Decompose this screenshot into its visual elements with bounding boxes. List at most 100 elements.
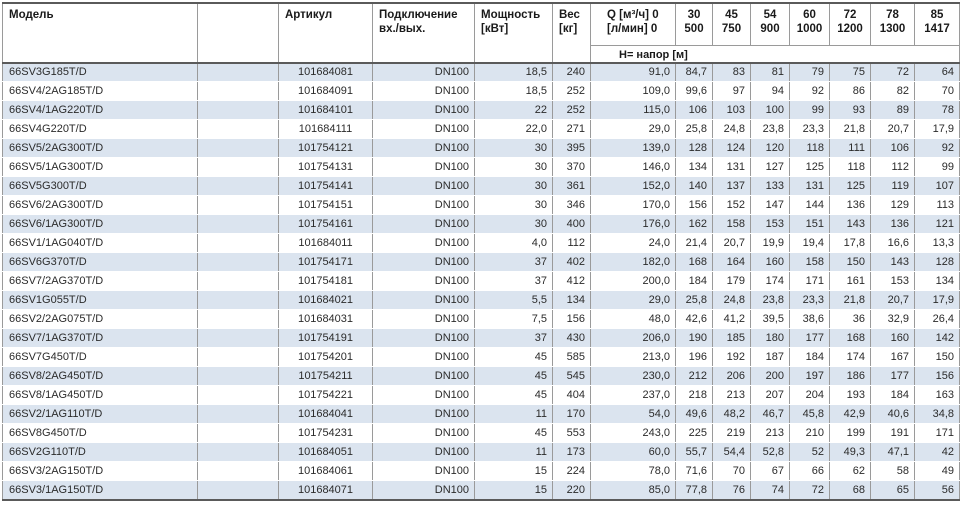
head-value-cell: 187 — [750, 347, 790, 367]
empty-cell — [197, 138, 279, 158]
table-row: 66SV2/2AG075T/D 101684031 DN100 7,5 156 48,0 4… — [2, 309, 960, 329]
head-value-cell: 219 — [712, 423, 751, 443]
power-cell: 30 — [474, 157, 553, 177]
head-value-cell: 213,0 — [590, 347, 676, 367]
head-value-cell: 54,0 — [590, 404, 676, 424]
article-cell: 101684011 — [278, 233, 373, 253]
model-cell: 66SV1G055T/D — [2, 290, 198, 310]
col-header-flow-85: 85 1417 — [914, 2, 960, 46]
head-value-cell: 176,0 — [590, 214, 676, 234]
table-row: 66SV4/2AG185T/D 101684091 DN100 18,5 252 109,… — [2, 81, 960, 101]
head-value-cell: 164 — [712, 252, 751, 272]
connection-cell: DN100 — [372, 442, 475, 462]
head-value-cell: 47,1 — [870, 442, 915, 462]
power-cell: 4,0 — [474, 233, 553, 253]
head-value-cell: 225 — [675, 423, 713, 443]
head-value-cell: 19,4 — [789, 233, 830, 253]
head-value-cell: 153 — [750, 214, 790, 234]
head-value-cell: 168 — [829, 328, 871, 348]
head-value-cell: 42 — [914, 442, 960, 462]
head-value-cell: 171 — [914, 423, 960, 443]
head-value-cell: 213 — [750, 423, 790, 443]
head-value-cell: 79 — [789, 62, 830, 82]
weight-cell: 170 — [552, 404, 591, 424]
table-row: 66SV5/2AG300T/D 101754121 DN100 30 395 139,0 1… — [2, 138, 960, 158]
connection-cell: DN100 — [372, 347, 475, 367]
head-value-cell: 86 — [829, 81, 871, 101]
table-row: 66SV6/2AG300T/D 101754151 DN100 30 346 170,0 1… — [2, 195, 960, 215]
head-value-cell: 125 — [829, 176, 871, 196]
head-value-cell: 76 — [712, 480, 751, 501]
head-value-cell: 23,3 — [789, 119, 830, 139]
head-value-cell: 48,0 — [590, 309, 676, 329]
head-value-cell: 184 — [789, 347, 830, 367]
head-value-cell: 99 — [914, 157, 960, 177]
head-value-cell: 162 — [675, 214, 713, 234]
article-cell: 101684091 — [278, 81, 373, 101]
head-value-cell: 212 — [675, 366, 713, 386]
head-value-cell: 112 — [870, 157, 915, 177]
connection-cell: DN100 — [372, 328, 475, 348]
head-value-cell: 68 — [829, 480, 871, 501]
empty-cell — [197, 328, 279, 348]
head-value-cell: 54,4 — [712, 442, 751, 462]
power-cell: 5,5 — [474, 290, 553, 310]
weight-cell: 430 — [552, 328, 591, 348]
col-header-empty — [197, 2, 279, 64]
head-value-cell: 134 — [914, 271, 960, 291]
head-value-cell: 186 — [829, 366, 871, 386]
head-value-cell: 78,0 — [590, 461, 676, 481]
model-cell: 66SV1/1AG040T/D — [2, 233, 198, 253]
head-value-cell: 113 — [914, 195, 960, 215]
article-cell: 101754151 — [278, 195, 373, 215]
head-value-cell: 150 — [914, 347, 960, 367]
empty-cell — [197, 347, 279, 367]
empty-cell — [197, 195, 279, 215]
connection-cell: DN100 — [372, 233, 475, 253]
head-value-cell: 20,7 — [870, 119, 915, 139]
article-cell: 101684111 — [278, 119, 373, 139]
head-value-cell: 106 — [675, 100, 713, 120]
head-value-cell: 133 — [750, 176, 790, 196]
connection-cell: DN100 — [372, 214, 475, 234]
head-value-cell: 103 — [712, 100, 751, 120]
weight-cell: 395 — [552, 138, 591, 158]
head-value-cell: 77,8 — [675, 480, 713, 501]
head-value-cell: 71,6 — [675, 461, 713, 481]
flow-m3h: 45 — [725, 9, 738, 21]
model-cell: 66SV4/1AG220T/D — [2, 100, 198, 120]
connection-cell: DN100 — [372, 461, 475, 481]
table-row: 66SV6/1AG300T/D 101754161 DN100 30 400 176,0 1… — [2, 214, 960, 234]
table-row: 66SV7/2AG370T/D 101754181 DN100 37 412 200,0 1… — [2, 271, 960, 291]
head-value-cell: 106 — [870, 138, 915, 158]
table-row: 66SV1G055T/D 101684021 DN100 5,5 134 29,0 25,8… — [2, 290, 960, 310]
head-value-cell: 25,8 — [675, 119, 713, 139]
head-value-cell: 93 — [829, 100, 871, 120]
empty-cell — [197, 366, 279, 386]
head-value-cell: 52,8 — [750, 442, 790, 462]
head-value-cell: 66 — [789, 461, 830, 481]
head-value-cell: 118 — [829, 157, 871, 177]
connection-cell: DN100 — [372, 100, 475, 120]
head-value-cell: 89 — [870, 100, 915, 120]
model-cell: 66SV2/2AG075T/D — [2, 309, 198, 329]
empty-cell — [197, 62, 279, 82]
head-value-cell: 83 — [712, 62, 751, 82]
head-value-cell: 78 — [914, 100, 960, 120]
head-value-cell: 26,4 — [914, 309, 960, 329]
power-cell: 45 — [474, 385, 553, 405]
head-value-cell: 58 — [870, 461, 915, 481]
weight-cell: 585 — [552, 347, 591, 367]
head-value-cell: 120 — [750, 138, 790, 158]
flow-lmin: 1417 — [924, 23, 950, 35]
head-value-cell: 111 — [829, 138, 871, 158]
head-value-cell: 29,0 — [590, 290, 676, 310]
head-value-cell: 34,8 — [914, 404, 960, 424]
table-row: 66SV8/2AG450T/D 101754211 DN100 45 545 230,0 2… — [2, 366, 960, 386]
head-value-cell: 140 — [675, 176, 713, 196]
col-header-flow-60: 60 1000 — [789, 2, 830, 46]
col-header-connection: Подключение вх./вых. — [372, 2, 475, 64]
model-cell: 66SV8/1AG450T/D — [2, 385, 198, 405]
head-value-cell: 13,3 — [914, 233, 960, 253]
head-value-cell: 207 — [750, 385, 790, 405]
